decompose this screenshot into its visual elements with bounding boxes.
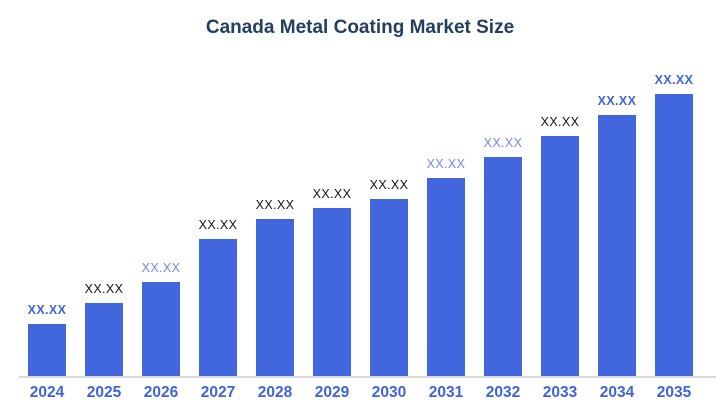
bar-2025	[85, 303, 123, 376]
bar-2028	[256, 219, 294, 376]
bar-group-2031: XX.XX 2031	[418, 157, 475, 401]
x-tick-2033: 2033	[542, 384, 578, 401]
x-tick-2031: 2031	[428, 384, 464, 401]
value-label-2033: XX.XX	[540, 115, 580, 129]
value-label-2029: XX.XX	[312, 187, 352, 201]
x-tick-2030: 2030	[371, 384, 407, 401]
chart-title: Canada Metal Coating Market Size	[205, 17, 515, 38]
bar-2024	[28, 324, 66, 376]
bar-group-2028: XX.XX 2028	[247, 198, 304, 401]
bar-2026	[142, 282, 180, 376]
bar-2034	[598, 115, 636, 376]
x-tick-2024: 2024	[29, 384, 65, 401]
bar-2027	[199, 239, 237, 376]
bar-group-2027: XX.XX 2027	[190, 218, 247, 401]
bar-2032	[484, 157, 522, 376]
value-label-2028: XX.XX	[255, 198, 295, 212]
value-label-2027: XX.XX	[198, 218, 238, 232]
x-axis-line	[19, 376, 716, 378]
x-tick-2032: 2032	[485, 384, 521, 401]
value-label-2035: XX.XX	[654, 73, 694, 87]
bar-group-2025: XX.XX 2025	[76, 282, 133, 401]
value-label-2034: XX.XX	[597, 94, 637, 108]
x-tick-2028: 2028	[257, 384, 293, 401]
x-tick-2027: 2027	[200, 384, 236, 401]
bar-2033	[541, 136, 579, 376]
bar-2031	[427, 178, 465, 376]
bar-group-2026: XX.XX 2026	[133, 261, 190, 401]
x-tick-2029: 2029	[314, 384, 350, 401]
bar-2029	[313, 208, 351, 376]
value-label-2032: XX.XX	[483, 136, 523, 150]
bar-2030	[370, 199, 408, 376]
bar-group-2029: XX.XX 2029	[304, 187, 361, 401]
x-tick-2026: 2026	[143, 384, 179, 401]
value-label-2031: XX.XX	[426, 157, 466, 171]
x-tick-2035: 2035	[656, 384, 692, 401]
x-tick-2025: 2025	[86, 384, 122, 401]
value-label-2026: XX.XX	[141, 261, 181, 275]
value-label-2024: XX.XX	[27, 303, 67, 317]
x-tick-2034: 2034	[599, 384, 635, 401]
bar-group-2030: XX.XX 2030	[361, 178, 418, 401]
bar-group-2024: XX.XX 2024	[19, 303, 76, 401]
value-label-2025: XX.XX	[84, 282, 124, 296]
bar-group-2033: XX.XX 2033	[532, 115, 589, 401]
bar-group-2032: XX.XX 2032	[475, 136, 532, 401]
bar-group-2034: XX.XX 2034	[589, 94, 646, 401]
bar-2035	[655, 94, 693, 376]
bar-group-2035: XX.XX 2035	[646, 73, 703, 401]
value-label-2030: XX.XX	[369, 178, 409, 192]
